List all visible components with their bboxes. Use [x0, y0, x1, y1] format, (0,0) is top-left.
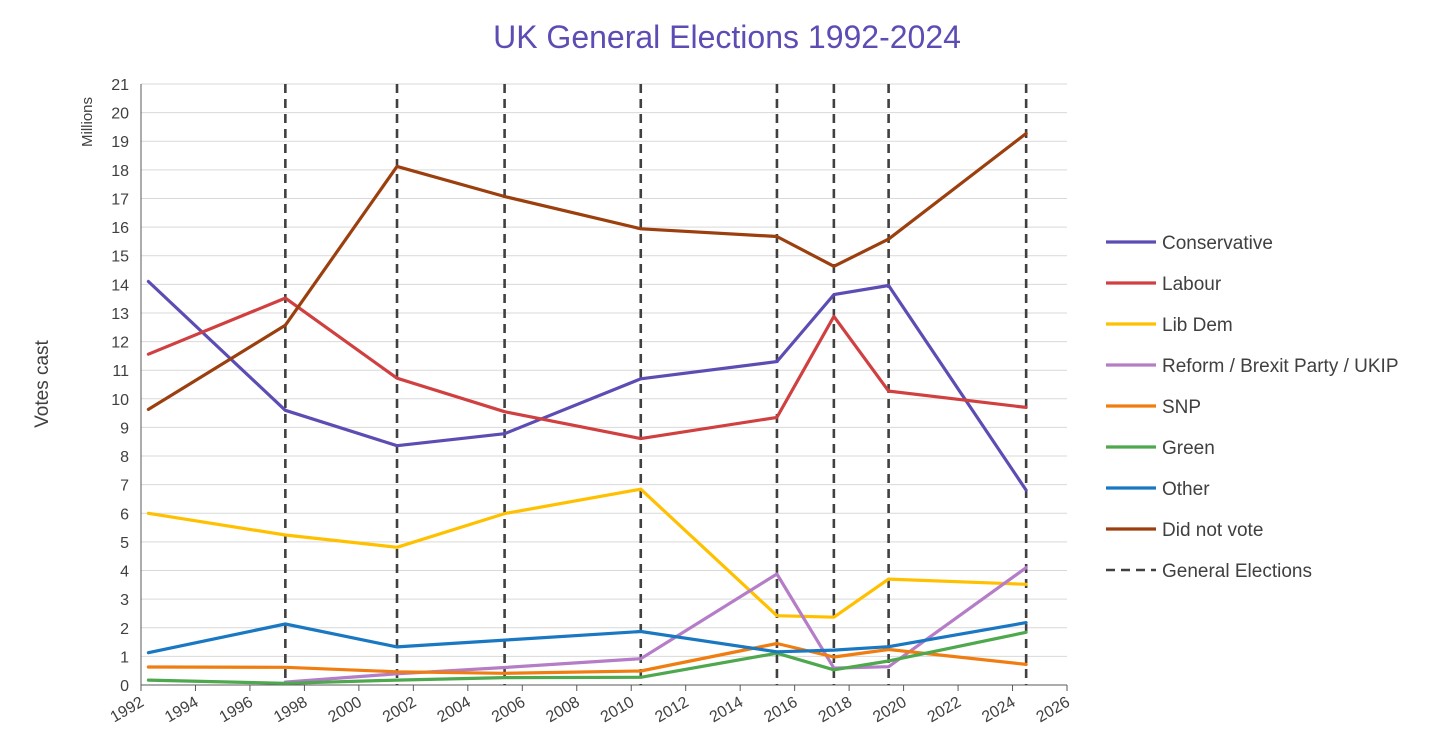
series-line-0 — [146, 279, 1028, 492]
legend-item: Lib Dem — [1106, 315, 1233, 336]
y-tick-label: 8 — [120, 449, 129, 466]
y-tick-label: 2 — [120, 621, 129, 638]
legend-item: Green — [1106, 438, 1215, 459]
x-tick-label: 1992 — [108, 694, 147, 727]
series-line-1 — [146, 296, 1028, 441]
x-tick-label: 2004 — [434, 694, 473, 727]
x-tick-label: 2014 — [707, 694, 746, 727]
series-line-5 — [146, 630, 1028, 685]
legend: Conservative Labour Lib Dem Reform / Brexit… — [1106, 233, 1399, 582]
y-tick-label: 14 — [111, 277, 129, 294]
series-line-7 — [146, 131, 1028, 411]
y-axis-unit-label: Millions — [79, 97, 96, 147]
x-tick-label: 2026 — [1034, 694, 1073, 727]
legend-label: Labour — [1162, 274, 1222, 295]
y-tick-label: 6 — [120, 506, 129, 523]
series-lines — [146, 131, 1028, 685]
y-tick-label: 10 — [111, 392, 129, 409]
y-tick-label: 18 — [111, 163, 129, 180]
y-tick-label: 20 — [111, 106, 129, 123]
y-tick-label: 1 — [120, 649, 129, 666]
legend-label: Did not vote — [1162, 520, 1263, 541]
y-tick-label: 16 — [111, 220, 129, 237]
x-tick-label: 2022 — [925, 694, 964, 727]
y-tick-label: 12 — [111, 335, 129, 352]
legend-label: Conservative — [1162, 233, 1273, 254]
x-tick-label: 2018 — [816, 694, 855, 727]
grid-lines — [141, 83, 1067, 657]
legend-item: Did not vote — [1106, 520, 1263, 541]
x-tick-label: 1994 — [162, 694, 201, 727]
legend-item: Labour — [1106, 274, 1222, 295]
y-tick-label: 0 — [120, 678, 129, 695]
election-markers — [284, 84, 1028, 685]
x-tick-label: 1998 — [271, 694, 310, 727]
y-tick-label: 13 — [111, 306, 129, 323]
y-tick-label: 7 — [120, 478, 129, 495]
x-axis-ticks: 1992 1994 1996 1998 2000 2002 2004 2006 2008 2010… — [108, 685, 1073, 726]
y-axis-title: Votes cast — [32, 339, 53, 427]
x-tick-label: 2002 — [380, 694, 419, 727]
y-tick-label: 4 — [120, 564, 129, 581]
series-line-2 — [146, 487, 1028, 619]
axes — [140, 84, 1067, 686]
y-tick-label: 15 — [111, 249, 129, 266]
legend-label: Lib Dem — [1162, 315, 1233, 336]
legend-label: Green — [1162, 438, 1215, 459]
x-tick-label: 2006 — [489, 694, 528, 727]
y-tick-label: 19 — [111, 134, 129, 151]
legend-label: Reform / Brexit Party / UKIP — [1162, 356, 1399, 377]
y-tick-label: 9 — [120, 420, 129, 437]
x-tick-label: 2010 — [598, 694, 637, 727]
x-tick-label: 2020 — [870, 694, 909, 727]
legend-label: General Elections — [1162, 561, 1312, 582]
y-tick-label: 11 — [112, 363, 129, 380]
x-tick-label: 2000 — [326, 694, 365, 727]
legend-label: SNP — [1162, 397, 1201, 418]
legend-item: Reform / Brexit Party / UKIP — [1106, 356, 1399, 377]
legend-item: Other — [1106, 479, 1210, 500]
y-tick-label: 21 — [111, 77, 129, 94]
x-tick-label: 2012 — [652, 694, 691, 727]
legend-label: Other — [1162, 479, 1210, 500]
legend-item: Conservative — [1106, 233, 1273, 254]
x-tick-label: 1996 — [217, 694, 256, 727]
chart-title: UK General Elections 1992-2024 — [493, 19, 961, 55]
y-tick-label: 3 — [120, 592, 129, 609]
y-tick-label: 5 — [120, 535, 129, 552]
x-tick-label: 2008 — [543, 694, 582, 727]
x-tick-label: 2016 — [761, 694, 800, 727]
series-line-6 — [146, 620, 1028, 655]
legend-item: SNP — [1106, 397, 1201, 418]
x-tick-label: 2024 — [979, 694, 1018, 727]
series-line-4 — [146, 641, 1028, 675]
legend-item-general-elections: General Elections — [1106, 561, 1312, 582]
y-tick-label: 17 — [111, 191, 129, 208]
